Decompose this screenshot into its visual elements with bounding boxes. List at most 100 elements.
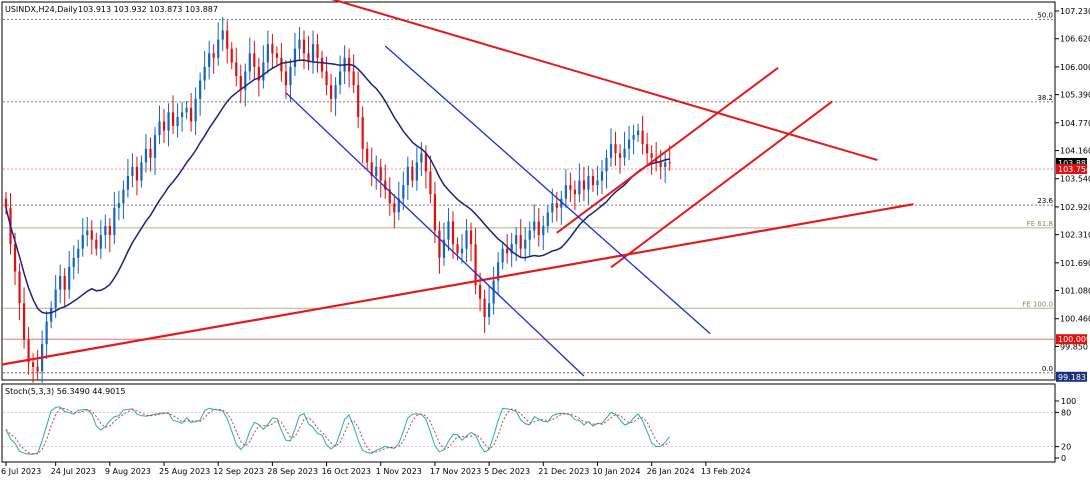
candle-body [302, 39, 306, 54]
time-tick-label: 9 Aug 2023 [105, 467, 151, 476]
time-tick-label: 21 Dec 2023 [538, 467, 589, 476]
candle-body [104, 226, 107, 236]
trend-line [1, 203, 914, 366]
candle-body [203, 66, 206, 81]
candle-body [293, 48, 297, 67]
candle-body [262, 62, 265, 81]
time-tick-label: 5 Dec 2023 [484, 467, 530, 476]
time-tick-label: 25 Aug 2023 [159, 467, 210, 476]
candle-body [379, 166, 382, 181]
fe-level-label: FE 100.0 [1022, 300, 1053, 308]
candle-body [149, 148, 152, 158]
time-tick-label: 24 Jul 2023 [51, 467, 96, 476]
candle-body [339, 71, 342, 86]
candle-body [248, 53, 251, 72]
candle-body [587, 176, 590, 190]
time-tick-label: 1 Nov 2023 [376, 467, 422, 476]
candle-body [27, 339, 30, 363]
candle-body [664, 162, 667, 167]
candle-body [190, 107, 193, 122]
candle-body [402, 185, 405, 199]
candle-body [144, 148, 148, 163]
candle-body [420, 153, 423, 163]
fib-level-label: 38.2 [1037, 94, 1053, 102]
candle-body [591, 176, 595, 186]
candle-body [560, 198, 563, 208]
price-tick-label: 104.160 [1060, 147, 1090, 156]
candle-body [497, 262, 500, 281]
candle-body [605, 157, 608, 172]
price-tick-label: 103.540 [1060, 175, 1090, 184]
time-tick-label: 16 Oct 2023 [322, 467, 371, 476]
stoch-pane-frame [1, 383, 1056, 463]
candle-body [68, 266, 71, 290]
candle-body [289, 66, 292, 86]
candle-body [515, 235, 518, 245]
candle-body [307, 53, 310, 63]
candle-body [298, 39, 301, 49]
time-tick-label: 12 Sep 2023 [213, 467, 264, 476]
candle-body [167, 112, 170, 131]
candle-body [533, 221, 536, 231]
price-tick-label: 105.390 [1060, 91, 1090, 100]
candle-body [108, 226, 111, 236]
candle-body [320, 57, 324, 72]
time-tick-label: 26 Jan 2024 [647, 467, 695, 476]
candle-body [95, 239, 98, 249]
price-tick-label: 106.620 [1060, 35, 1090, 44]
candle-body [451, 221, 455, 245]
price-label-text: 99.183 [1058, 373, 1086, 382]
candle-body [361, 116, 364, 149]
candle-body [424, 153, 427, 172]
candle-body [447, 221, 450, 240]
moving-average-line [5, 59, 670, 315]
candle-body [158, 121, 161, 136]
fe-levels: FE 61.8 FE 100.0 [3, 220, 1055, 309]
candle-body [275, 53, 278, 58]
candle-body [86, 230, 89, 236]
chart-header-symbol: USINDX,H24,Daily [5, 5, 78, 14]
price-label-text: 103.754 [1058, 165, 1090, 174]
candle-body [393, 203, 396, 213]
price-tick-label: 106.000 [1060, 63, 1090, 72]
trend-line [384, 45, 711, 335]
candle-body [212, 53, 215, 58]
candle-body [578, 180, 581, 195]
trend-lines [1, 0, 914, 377]
candle-body [650, 153, 653, 158]
price-tick-label: 104.770 [1060, 119, 1090, 128]
candle-body [528, 230, 531, 240]
candle-body [329, 85, 333, 99]
candle-body [388, 189, 391, 204]
candle-body [54, 289, 57, 308]
candle-body [406, 166, 409, 186]
candle-body [316, 44, 319, 58]
price-tick-label: 102.310 [1060, 231, 1090, 240]
candle-body [50, 307, 53, 322]
fib-levels: 50.0 38.2 23.6 0.0 [3, 12, 1055, 374]
candle-body [194, 98, 197, 122]
candle-body [185, 107, 188, 113]
candle-body [469, 230, 473, 245]
time-tick-label: 28 Sep 2023 [267, 467, 318, 476]
candle-body [325, 71, 328, 86]
candle-body [655, 157, 658, 163]
candle-body [22, 303, 26, 340]
candle-body [564, 185, 567, 199]
time-axis: 6 Jul 2023 24 Jul 2023 9 Aug 2023 25 Aug 20… [1, 462, 751, 476]
candle-body [614, 144, 617, 154]
candle-body [546, 212, 549, 226]
candle-body [63, 276, 66, 290]
candle-body [217, 39, 220, 58]
candle-body [474, 244, 477, 286]
candle-body [488, 303, 491, 317]
stoch-main-line [5, 406, 671, 455]
candle-body [596, 180, 599, 186]
candle-body [438, 230, 441, 258]
stochastic-oscillator: 100 80 20 0 [3, 397, 1076, 463]
candle-body [171, 112, 175, 126]
candle-body [646, 144, 649, 154]
candle-body [135, 166, 139, 181]
candle-body [180, 112, 184, 117]
